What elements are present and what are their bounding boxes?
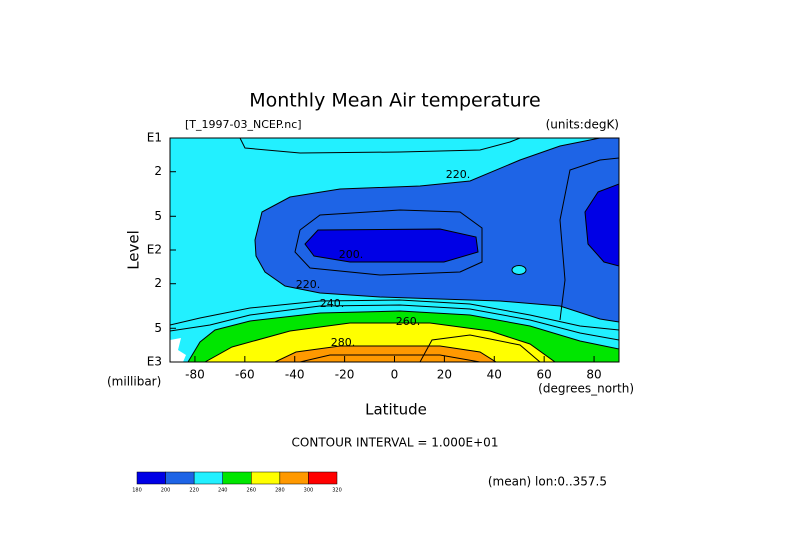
x-tick-label: -60 <box>235 368 255 382</box>
chart-title: Monthly Mean Air temperature <box>249 90 540 112</box>
contour-band <box>305 229 478 262</box>
x-tick-label: 0 <box>391 368 399 382</box>
colorbar-swatch <box>279 471 309 485</box>
x-tick-label: -80 <box>185 368 205 382</box>
colorbar-swatch <box>136 471 166 485</box>
colorbar-swatch <box>165 471 195 485</box>
file-label: [T_1997-03_NCEP.nc] <box>185 118 302 131</box>
x-tick-label: 40 <box>487 368 502 382</box>
colorbar-label: 220 <box>189 488 199 494</box>
y-tick-label: 2 <box>154 164 162 178</box>
contour-line <box>170 299 619 331</box>
units-label: (units:degK) <box>546 118 619 132</box>
contour-line <box>511 265 527 275</box>
contour-line <box>170 304 619 341</box>
colorbar-swatch <box>222 471 252 485</box>
contour-line <box>274 345 497 362</box>
contour-line <box>239 138 521 154</box>
y-tick-label: 5 <box>154 209 162 223</box>
contour-line <box>294 209 483 276</box>
y-tick-label: 5 <box>154 321 162 335</box>
colorbar-label: 180 <box>132 488 142 494</box>
contour-label: 220. <box>446 168 471 181</box>
y-axis-units: (millibar) <box>107 375 161 389</box>
y-tick-label: E2 <box>147 243 162 257</box>
colorbar-label: 280 <box>275 488 285 494</box>
contour-line <box>187 310 619 362</box>
colorbar-label: 320 <box>332 488 342 494</box>
contour-interval: CONTOUR INTERVAL = 1.000E+01 <box>292 436 499 450</box>
contour-line <box>419 334 541 362</box>
contour-band <box>512 265 526 275</box>
x-axis-label: Latitude <box>365 401 427 419</box>
x-axis-units: (degrees_north) <box>538 382 634 396</box>
y-axis-label: Level <box>125 230 143 270</box>
contour-line <box>559 157 619 321</box>
colorbar-label: 260 <box>247 488 257 494</box>
contour-fills <box>170 138 619 362</box>
missing-data <box>170 338 186 362</box>
x-tick-label: -40 <box>285 368 305 382</box>
contour-line <box>299 354 481 362</box>
colorbar-label: 300 <box>304 488 314 494</box>
colorbar-swatch <box>308 471 338 485</box>
contour-label: 220. <box>296 278 321 291</box>
contour-label: 260. <box>396 315 421 328</box>
colorbar-label: 200 <box>161 488 171 494</box>
x-tick-label: 80 <box>586 368 601 382</box>
contour-label: 200. <box>339 248 364 261</box>
contour-lines: 220. 200. 220. 240. 260. 280. <box>170 138 619 362</box>
contour-line <box>203 322 556 362</box>
y-tick-label: E3 <box>147 355 162 369</box>
contour-label: 280. <box>331 336 356 349</box>
contour-line <box>304 228 479 263</box>
contour-line <box>254 138 619 323</box>
colorbar-swatch <box>251 471 281 485</box>
contour-band <box>585 184 619 266</box>
contour-label: 240. <box>320 297 345 310</box>
x-tick-label: 20 <box>437 368 452 382</box>
y-tick-label: E1 <box>147 131 162 145</box>
footer-label: (mean) lon:0..357.5 <box>488 475 607 489</box>
contour-line <box>584 183 619 267</box>
x-tick-label: -20 <box>335 368 355 382</box>
contour-band <box>275 346 496 362</box>
y-tick-label: 2 <box>154 276 162 290</box>
x-tick-label: 60 <box>537 368 552 382</box>
colorbar-label: 240 <box>218 488 228 494</box>
colorbar-swatch <box>193 471 223 485</box>
